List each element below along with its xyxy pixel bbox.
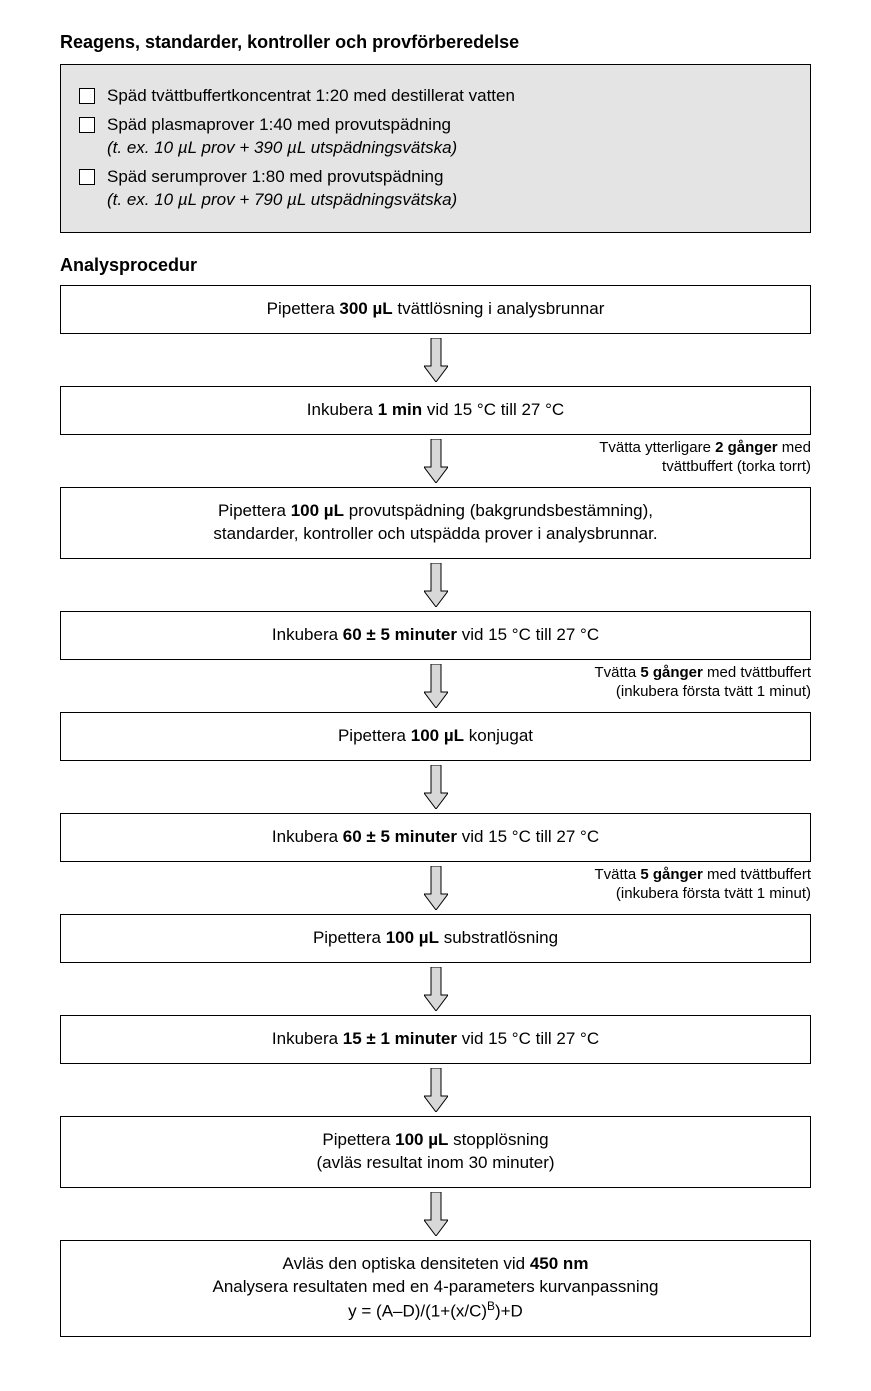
- connector: [60, 1188, 811, 1240]
- step-box: Pipettera 100 µL provutspädning (bakgrun…: [60, 487, 811, 559]
- step-box: Pipettera 100 µL konjugat: [60, 712, 811, 761]
- down-arrow-icon: [421, 1188, 451, 1240]
- step-box: Pipettera 300 µL tvättlösning i analysbr…: [60, 285, 811, 334]
- procedure-title: Analysprocedur: [60, 253, 811, 277]
- prep-item: Späd tvättbuffertkoncentrat 1:20 med des…: [79, 85, 792, 108]
- step-box: Inkubera 15 ± 1 minuter vid 15 °C till 2…: [60, 1015, 811, 1064]
- checkbox-icon: [79, 88, 95, 104]
- connector: [60, 334, 811, 386]
- down-arrow-icon: [421, 761, 451, 813]
- down-arrow-icon: [421, 559, 451, 611]
- step-box: Inkubera 60 ± 5 minuter vid 15 °C till 2…: [60, 813, 811, 862]
- checkbox-icon: [79, 117, 95, 133]
- procedure-flow: Pipettera 300 µL tvättlösning i analysbr…: [60, 285, 811, 1337]
- side-note: Tvätta 5 gånger med tvättbuffert(inkuber…: [594, 866, 811, 904]
- prep-item-text: Späd plasmaprover 1:40 med provutspädnin…: [107, 114, 792, 160]
- connector: Tvätta ytterligare 2 gånger medtvättbuff…: [60, 435, 811, 487]
- side-note: Tvätta 5 gånger med tvättbuffert(inkuber…: [594, 664, 811, 702]
- prep-item-text: Späd serumprover 1:80 med provutspädning…: [107, 166, 792, 212]
- step-box: Inkubera 1 min vid 15 °C till 27 °C: [60, 386, 811, 435]
- step-box: Pipettera 100 µL stopplösning(avläs resu…: [60, 1116, 811, 1188]
- down-arrow-icon: [421, 334, 451, 386]
- down-arrow-icon: [421, 435, 451, 487]
- connector: Tvätta 5 gånger med tvättbuffert(inkuber…: [60, 660, 811, 712]
- step-box: Avläs den optiska densiteten vid 450 nmA…: [60, 1240, 811, 1337]
- step-box: Pipettera 100 µL substratlösning: [60, 914, 811, 963]
- prep-item: Späd plasmaprover 1:40 med provutspädnin…: [79, 114, 792, 160]
- prep-title: Reagens, standarder, kontroller och prov…: [60, 30, 811, 54]
- connector: [60, 761, 811, 813]
- prep-item: Späd serumprover 1:80 med provutspädning…: [79, 166, 792, 212]
- down-arrow-icon: [421, 963, 451, 1015]
- connector: [60, 1064, 811, 1116]
- step-box: Inkubera 60 ± 5 minuter vid 15 °C till 2…: [60, 611, 811, 660]
- connector: [60, 559, 811, 611]
- connector: [60, 963, 811, 1015]
- down-arrow-icon: [421, 660, 451, 712]
- prep-item-text: Späd tvättbuffertkoncentrat 1:20 med des…: [107, 85, 792, 108]
- checkbox-icon: [79, 169, 95, 185]
- side-note: Tvätta ytterligare 2 gånger medtvättbuff…: [599, 439, 811, 477]
- down-arrow-icon: [421, 1064, 451, 1116]
- down-arrow-icon: [421, 862, 451, 914]
- prep-box: Späd tvättbuffertkoncentrat 1:20 med des…: [60, 64, 811, 233]
- connector: Tvätta 5 gånger med tvättbuffert(inkuber…: [60, 862, 811, 914]
